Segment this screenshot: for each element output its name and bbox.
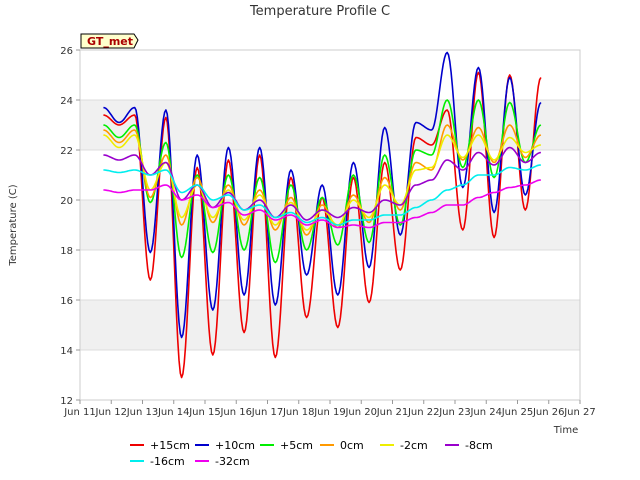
x-tick-label: Jun 14 xyxy=(157,407,190,418)
legend-label: -8cm xyxy=(465,439,493,452)
legend-item: -8cm xyxy=(445,439,493,452)
gt-met-badge: GT_met xyxy=(80,33,139,49)
x-tick-label: Jun 20 xyxy=(344,407,377,418)
legend-label: 0cm xyxy=(340,439,364,452)
legend-label: -32cm xyxy=(215,455,250,468)
x-tick-label: Jun 27 xyxy=(563,407,596,418)
legend-item: 0cm xyxy=(320,439,364,452)
series-line-10cm xyxy=(103,51,542,339)
x-tick-label: Jun 23 xyxy=(438,407,471,418)
legend-label: +10cm xyxy=(215,439,255,452)
y-tick-label: 16 xyxy=(60,296,73,307)
grid-band xyxy=(80,300,580,350)
legend-item: -16cm xyxy=(130,455,185,468)
x-tick-label: Jun 17 xyxy=(251,407,284,418)
y-tick-label: 24 xyxy=(60,96,73,107)
grid-band xyxy=(80,350,580,400)
x-tick-label: Jun 25 xyxy=(501,407,534,418)
y-tick-label: 12 xyxy=(60,396,73,407)
y-tick-label: 14 xyxy=(60,346,73,357)
grid-band xyxy=(80,50,580,100)
x-tick-label: Jun 19 xyxy=(313,407,346,418)
legend-item: +10cm xyxy=(195,439,255,452)
x-tick-label: Jun 12 xyxy=(94,407,127,418)
legend-item: +15cm xyxy=(130,439,190,452)
y-axis-label: Temperature (C) xyxy=(8,184,19,266)
x-tick-label: Jun 15 xyxy=(188,407,221,418)
x-tick-label: Jun 24 xyxy=(469,407,502,418)
series-line-8cm xyxy=(103,146,542,221)
x-tick-label: Jun 18 xyxy=(282,407,315,418)
x-tick-label: Jun 26 xyxy=(532,407,565,418)
legend-label: +5cm xyxy=(280,439,313,452)
series-line-32cm xyxy=(103,179,541,229)
y-tick-label: 26 xyxy=(60,46,73,57)
badge-label: GT_met xyxy=(87,35,133,48)
x-axis-label: Time xyxy=(553,425,578,436)
x-tick-label: Jun 13 xyxy=(126,407,159,418)
legend-item: -2cm xyxy=(380,439,428,452)
legend-item: -32cm xyxy=(195,455,250,468)
legend-label: -2cm xyxy=(400,439,428,452)
x-tick-label: Jun 21 xyxy=(376,407,409,418)
legend-label: +15cm xyxy=(150,439,190,452)
y-axis-ticks: 12 14 16 18 20 22 24 26 xyxy=(60,46,80,407)
x-tick-label: Jun 22 xyxy=(407,407,440,418)
badge-box xyxy=(80,33,139,49)
legend-item: +5cm xyxy=(260,439,313,452)
x-tick-label: Jun 16 xyxy=(219,407,252,418)
legend: +15cm +10cm +5cm 0cm -2cm -8cm -16cm -32cm xyxy=(130,439,493,468)
y-tick-label: 18 xyxy=(60,246,73,257)
x-axis-ticks: Jun 11 Jun 12 Jun 13 Jun 14 Jun 15 Jun 16 Jun … xyxy=(63,400,596,418)
x-tick-label: Jun 11 xyxy=(63,407,96,418)
y-tick-label: 20 xyxy=(60,196,73,207)
series-lines xyxy=(103,51,542,379)
y-tick-label: 22 xyxy=(60,146,73,157)
series-line-16cm xyxy=(103,164,541,226)
chart-title: Temperature Profile C xyxy=(249,4,390,19)
legend-label: -16cm xyxy=(150,455,185,468)
